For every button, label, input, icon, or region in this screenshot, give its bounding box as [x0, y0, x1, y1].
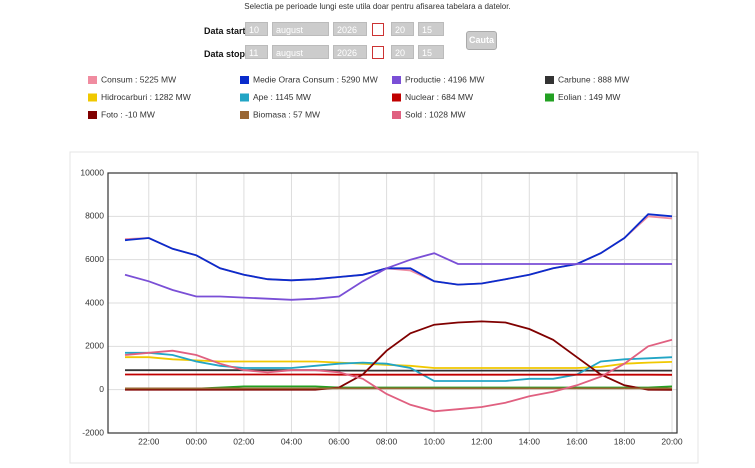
series-line — [124, 338, 673, 413]
select[interactable]: 15 — [418, 45, 444, 59]
x-tick-label: 14:00 — [519, 436, 541, 446]
legend-swatch — [240, 93, 249, 102]
x-tick-label: 20:00 — [661, 436, 683, 446]
x-tick-label: 16:00 — [566, 436, 588, 446]
legend-swatch — [88, 76, 97, 84]
select[interactable]: august — [272, 22, 329, 36]
start-label: Data start — [204, 26, 246, 36]
x-tick-label: 10:00 — [424, 436, 446, 446]
x-tick-label: 02:00 — [233, 436, 255, 446]
x-tick-label: 06:00 — [328, 436, 350, 446]
select[interactable]: 2026 — [333, 45, 367, 59]
select[interactable]: 20 — [391, 45, 414, 59]
note: Selectia pe perioade lungi este utila do… — [244, 2, 511, 11]
calendar-icon[interactable] — [372, 23, 384, 36]
legend-swatch — [392, 111, 401, 119]
legend-label: Foto : -10 MW — [101, 109, 155, 119]
y-tick-label: 0 — [99, 384, 104, 394]
plot-border — [107, 172, 678, 434]
select[interactable]: 2026 — [333, 22, 367, 36]
series-line — [124, 252, 672, 301]
y-tick-label: 4000 — [85, 297, 104, 307]
select[interactable]: august — [272, 45, 329, 59]
select[interactable]: 10 — [245, 22, 268, 36]
legend-label: Ape : 1145 MW — [253, 92, 311, 102]
x-tick-label: 00:00 — [186, 436, 208, 446]
legend-label: Carbune : 888 MW — [558, 74, 629, 84]
y-tick-label: 8000 — [85, 211, 104, 221]
y-tick-label: 2000 — [85, 341, 104, 351]
legend-label: Biomasa : 57 MW — [253, 109, 320, 119]
x-tick-label: 12:00 — [471, 436, 493, 446]
legend-label: Consum : 5225 MW — [101, 74, 176, 84]
legend-label: Productie : 4196 MW — [405, 74, 484, 84]
x-tick-label: 22:00 — [138, 436, 160, 446]
legend-label: Medie Orara Consum : 5290 MW — [253, 74, 378, 84]
stop-label: Data stop — [204, 49, 246, 59]
x-tick-label: 08:00 — [376, 436, 398, 446]
legend-swatch — [392, 93, 401, 102]
search-button[interactable]: Cauta — [466, 31, 497, 50]
select[interactable]: 20 — [391, 22, 414, 36]
series-line — [124, 213, 673, 286]
legend-swatch — [240, 76, 249, 84]
x-tick-label: 04:00 — [281, 436, 303, 446]
calendar-icon[interactable] — [372, 46, 384, 59]
legend-label: Sold : 1028 MW — [405, 109, 465, 119]
legend-swatch — [545, 93, 554, 102]
legend-label: Hidrocarburi : 1282 MW — [101, 92, 191, 102]
legend-swatch — [392, 76, 401, 84]
legend-swatch — [545, 76, 554, 84]
legend-label: Nuclear : 684 MW — [405, 92, 473, 102]
legend-swatch — [88, 93, 97, 102]
y-tick-label: -2000 — [82, 427, 104, 437]
y-tick-label: 6000 — [85, 254, 104, 264]
legend-label: Eolian : 149 MW — [558, 92, 620, 102]
x-tick-label: 18:00 — [614, 436, 636, 446]
select[interactable]: 15 — [418, 22, 444, 36]
legend-swatch — [240, 111, 249, 119]
series-line — [125, 351, 673, 382]
y-tick-label: 10000 — [80, 167, 104, 177]
select[interactable]: 11 — [245, 45, 268, 59]
series-line — [125, 320, 673, 391]
legend-swatch — [88, 111, 97, 119]
